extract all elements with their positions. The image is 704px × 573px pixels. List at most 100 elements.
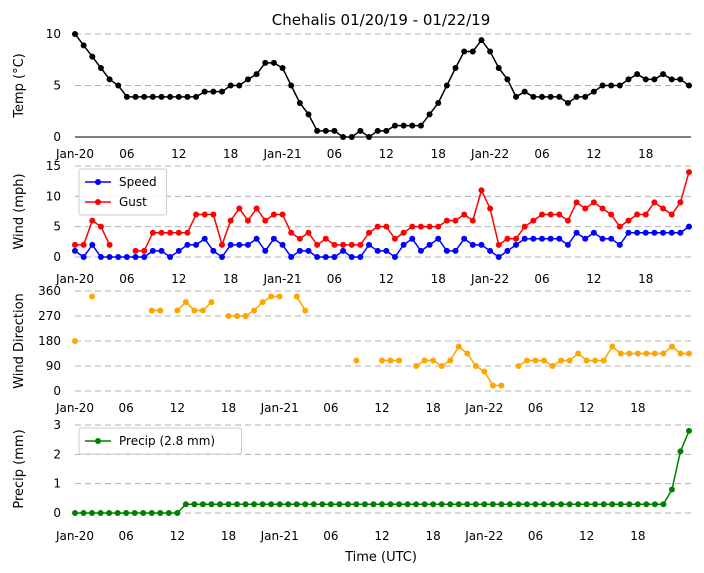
data-point [523,357,530,364]
data-point [435,100,442,107]
data-point [259,299,266,306]
data-point [515,363,522,369]
x-tick-label: 18 [426,529,441,543]
data-point [668,343,675,350]
data-point [443,217,450,224]
x-tick-label: 18 [638,147,653,161]
data-point [583,357,590,364]
data-point [642,76,649,83]
data-point [210,247,217,254]
data-point [396,501,403,508]
data-point [374,223,381,230]
data-point [452,247,459,254]
data-point [608,211,615,218]
x-tick-label: 12 [579,529,594,543]
legend-marker [95,179,101,185]
data-point [599,205,606,212]
data-point [72,510,78,516]
data-point [616,241,623,248]
data-point [400,229,407,236]
y-tick-label: 2 [53,447,61,461]
data-point [564,241,571,248]
x-tick-label: 12 [374,529,389,543]
data-point [566,501,573,508]
data-point [541,501,548,508]
data-point [270,235,277,242]
data-point [513,93,520,100]
data-point [72,241,78,248]
data-point [651,199,658,206]
data-point [253,235,260,242]
x-tick-label: 18 [630,401,645,415]
data-point [530,235,537,242]
data-point [521,88,528,95]
data-point [340,241,347,248]
x-tick-label: Jan-21 [260,401,299,415]
data-point [404,501,411,508]
data-point [387,357,394,364]
y-tick-label: 15 [46,159,61,173]
x-tick-label: 12 [171,147,186,161]
data-point [314,241,321,248]
data-point [296,235,303,242]
data-point [279,64,286,71]
data-point [216,501,223,508]
data-point [348,241,355,248]
data-point [400,241,407,248]
x-tick-label: 06 [327,272,342,286]
data-point [616,223,623,230]
data-point [340,134,347,140]
legend-label: Precip (2.8 mm) [119,434,215,448]
data-point [305,111,312,118]
data-point [592,357,599,364]
x-tick-label: 18 [223,147,238,161]
data-point [515,501,522,508]
legend-box [78,427,242,455]
data-point [626,350,633,357]
x-tick-label: 06 [119,529,134,543]
data-point [583,501,590,508]
data-point [660,350,667,357]
data-point [469,48,476,55]
data-point [660,229,667,236]
data-point [175,229,182,236]
data-point [686,169,692,176]
data-point [310,501,317,508]
data-point [430,357,437,364]
data-point [608,235,615,242]
series-speed [72,223,692,260]
data-point [582,93,589,100]
data-point [89,53,96,60]
data-point [353,357,360,364]
data-point [549,363,556,369]
x-tick-label: 18 [221,401,236,415]
y-axis-label: Precip (mm) [12,429,27,508]
data-point [547,211,554,218]
y-tick-label: 0 [53,384,61,398]
data-point [348,254,355,260]
data-point [357,254,364,260]
data-point [314,127,321,134]
data-point [357,241,364,248]
data-point [651,350,658,357]
data-point [668,76,675,83]
data-point [643,350,650,357]
panel-wind: 0 5 10 15 Jan-20 06 12 18 Jan-21 06 12 18 Jan-22 06 12… [12,159,692,286]
data-point [413,501,420,508]
data-point [495,64,502,71]
data-point [115,82,122,89]
data-point [600,501,607,508]
data-point [455,343,462,350]
data-point [167,93,174,100]
x-tick-label: Jan-20 [55,401,94,415]
panel-temp: 0 5 10 Jan-20 06 12 18 Jan-21 06 12 18 Jan-22 06 12 18… [12,27,692,161]
series-dir [72,293,692,389]
data-point [370,501,377,508]
x-tick-label: Jan-21 [262,147,301,161]
data-point [558,357,565,364]
data-point [686,82,692,89]
y-tick-label: 270 [38,309,61,323]
data-point [426,241,433,248]
data-point [227,82,234,89]
data-point [495,254,502,260]
